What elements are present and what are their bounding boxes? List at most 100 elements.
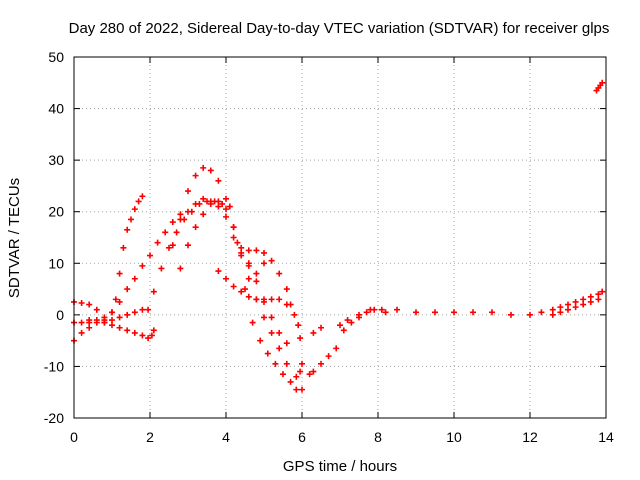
- data-point: [120, 244, 127, 251]
- data-point: [93, 306, 100, 313]
- data-point: [413, 309, 419, 316]
- data-point: [261, 249, 267, 256]
- data-point: [230, 234, 237, 241]
- data-point: [200, 164, 207, 171]
- data-point: [223, 213, 229, 220]
- data-point: [378, 306, 385, 313]
- series-isolated: [297, 329, 317, 393]
- x-tick-label: 0: [70, 429, 78, 445]
- data-point: [587, 298, 594, 305]
- data-point: [139, 332, 146, 339]
- data-point: [276, 296, 283, 303]
- axis-ticks: 0 2 4 6 8 10 12 14 -20 -10 0 10 20 30 40 50: [44, 49, 614, 445]
- data-point: [145, 335, 152, 342]
- data-point: [268, 329, 275, 336]
- data-point: [337, 322, 343, 329]
- data-point: [150, 327, 157, 334]
- data-point: [158, 265, 165, 272]
- data-point: [154, 239, 161, 246]
- data-point: [78, 329, 85, 336]
- data-point: [192, 224, 199, 231]
- y-axis-label: SDTVAR / TECUs: [6, 178, 23, 298]
- plot-border: [73, 56, 607, 419]
- data-point: [325, 353, 332, 360]
- data-point: [109, 322, 115, 329]
- data-point: [192, 200, 199, 207]
- x-tick-label: 12: [522, 429, 538, 445]
- data-point: [310, 368, 317, 375]
- data-point: [226, 203, 233, 210]
- data-point: [356, 311, 362, 318]
- data-point: [245, 247, 252, 254]
- y-tick-label: 0: [56, 307, 64, 323]
- data-point: [283, 286, 290, 293]
- data-point: [599, 79, 606, 86]
- data-point: [557, 304, 564, 311]
- data-point: [145, 306, 152, 313]
- data-point: [348, 319, 355, 326]
- data-point: [116, 270, 123, 277]
- data-point: [333, 345, 340, 352]
- data-point: [169, 219, 176, 226]
- data-point: [295, 322, 302, 329]
- data-point: [207, 167, 214, 174]
- data-point: [580, 296, 587, 303]
- data-point: [238, 249, 245, 256]
- data-point: [268, 257, 275, 264]
- data-point: [78, 319, 85, 326]
- data-point: [192, 172, 199, 179]
- data-point: [580, 301, 587, 308]
- x-tick-label: 2: [146, 429, 154, 445]
- data-point: [112, 296, 119, 303]
- data-point: [162, 229, 169, 236]
- y-tick-label: 10: [48, 255, 64, 271]
- data-point: [109, 317, 115, 324]
- data-point: [283, 340, 290, 347]
- grid-lines: [74, 57, 606, 418]
- data-point: [124, 226, 131, 233]
- data-point: [223, 206, 229, 213]
- data-point: [116, 324, 123, 331]
- data-point: [253, 247, 260, 254]
- data-point: [86, 319, 93, 326]
- data-point: [242, 286, 248, 293]
- data-point: [595, 296, 602, 303]
- data-point: [310, 329, 317, 336]
- data-point: [148, 332, 155, 339]
- data-point: [135, 198, 142, 205]
- data-point: [287, 301, 294, 308]
- data-point: [297, 368, 304, 375]
- data-point: [207, 198, 214, 205]
- data-point: [572, 298, 579, 305]
- y-tick-label: 50: [48, 49, 64, 65]
- data-point: [287, 378, 294, 385]
- data-point: [451, 309, 457, 316]
- data-point: [139, 193, 146, 200]
- data-point: [340, 327, 347, 334]
- data-point: [230, 283, 237, 290]
- data-point: [280, 371, 286, 378]
- data-point: [147, 252, 153, 259]
- data-point: [185, 188, 191, 195]
- data-point: [131, 275, 138, 282]
- data-point: [272, 360, 279, 367]
- data-point: [306, 371, 313, 378]
- data-point: [177, 265, 184, 272]
- data-point: [318, 324, 324, 331]
- data-point: [276, 329, 283, 336]
- data-point: [257, 337, 264, 344]
- data-point: [177, 211, 184, 218]
- data-point: [297, 335, 304, 342]
- data-point: [595, 291, 602, 298]
- series-arc-e: [145, 198, 300, 393]
- data-point: [245, 293, 252, 300]
- data-point: [109, 309, 115, 316]
- x-tick-label: 10: [446, 429, 462, 445]
- data-point: [268, 296, 275, 303]
- x-tick-label: 6: [298, 429, 306, 445]
- data-point: [215, 203, 222, 210]
- data-point: [293, 386, 300, 393]
- data-point: [223, 275, 229, 282]
- data-point: [139, 306, 146, 313]
- data-point: [382, 309, 389, 316]
